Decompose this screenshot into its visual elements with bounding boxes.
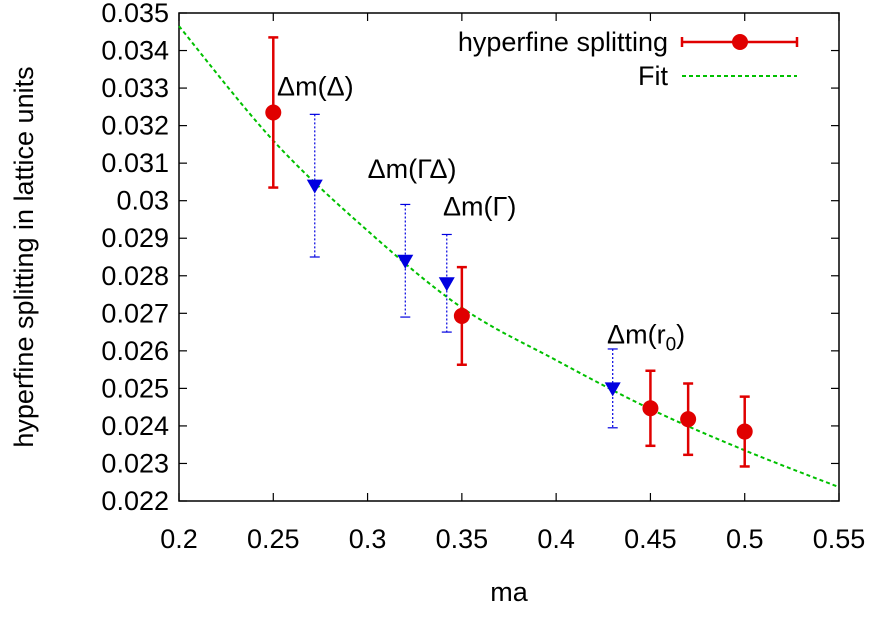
x-tick-label: 0.3 — [349, 524, 387, 554]
data-point-circle — [680, 411, 697, 428]
data-point-triangle — [438, 277, 455, 292]
x-axis: 0.2 0.25 0.3 0.35 0.4 0.45 0.5 0.55 — [160, 13, 865, 554]
legend-label-hyperfine: hyperfine splitting — [458, 27, 668, 57]
y-tick-label: 0.027 — [101, 298, 169, 328]
y-axis-label: hyperfine splitting in lattice units — [9, 66, 39, 447]
annotation-label: Δm(Δ) — [277, 72, 354, 102]
legend-marker — [732, 34, 748, 50]
annotation-label: Δm(ΓΔ) — [368, 154, 457, 184]
data-point-circle — [642, 400, 659, 417]
data-point-circle — [265, 104, 282, 121]
y-tick-label: 0.033 — [101, 73, 169, 103]
legend-swatch-hyperfine — [680, 34, 799, 50]
data-point-triangle — [604, 382, 621, 397]
plot-frame — [178, 12, 840, 502]
y-tick-label: 0.024 — [101, 411, 169, 441]
y-tick-label: 0.029 — [101, 223, 169, 253]
y-tick-label: 0.03 — [116, 186, 169, 216]
data-point-triangle — [397, 254, 414, 269]
x-tick-label: 0.25 — [247, 524, 300, 554]
y-tick-label: 0.022 — [101, 486, 169, 516]
annotation-label: Δm(r0) — [607, 319, 685, 355]
data-point-circle — [736, 423, 753, 440]
legend-label-fit: Fit — [638, 61, 668, 91]
x-tick-label: 0.35 — [436, 524, 489, 554]
annotations: Δm(Δ) Δm(ΓΔ) Δm(Γ) Δm(r0) — [277, 72, 685, 356]
y-tick-label: 0.026 — [101, 336, 169, 366]
y-tick-label: 0.035 — [101, 0, 169, 28]
data-point-triangle — [306, 179, 323, 194]
x-tick-label: 0.45 — [624, 524, 677, 554]
x-tick-label: 0.2 — [160, 524, 198, 554]
x-axis-label: ma — [490, 577, 528, 607]
error-bars — [268, 36, 750, 468]
y-tick-label: 0.034 — [101, 36, 169, 66]
y-tick-label: 0.028 — [101, 261, 169, 291]
data-markers — [265, 104, 753, 440]
x-tick-label: 0.55 — [813, 524, 866, 554]
x-tick-label: 0.5 — [726, 524, 764, 554]
x-tick-label: 0.4 — [537, 524, 575, 554]
y-tick-label: 0.025 — [101, 373, 169, 403]
data-point-circle — [453, 307, 470, 324]
y-tick-label: 0.031 — [101, 148, 169, 178]
annotation-label: Δm(Γ) — [443, 192, 516, 222]
y-tick-label: 0.023 — [101, 448, 169, 478]
y-axis: 0.022 0.023 0.024 0.025 0.026 0.027 0.028 0.029… — [101, 0, 839, 516]
y-tick-label: 0.032 — [101, 111, 169, 141]
legend: hyperfine splitting Fit — [458, 27, 799, 91]
